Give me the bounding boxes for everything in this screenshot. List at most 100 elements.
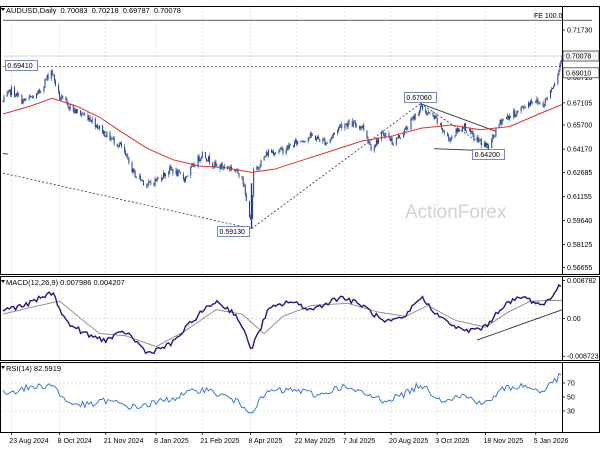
candle-body bbox=[366, 130, 368, 139]
panel-frame-3 bbox=[0, 362, 600, 433]
price-tick-label: 0.61155 bbox=[567, 194, 592, 201]
candle-body bbox=[432, 112, 434, 116]
candle-body bbox=[117, 145, 119, 147]
candle-body bbox=[2, 100, 4, 102]
candle-body bbox=[106, 131, 108, 138]
candle-body bbox=[162, 172, 164, 179]
x-tick-label: 8 Jan 2025 bbox=[154, 438, 189, 445]
candle-body bbox=[214, 161, 216, 167]
candle-body bbox=[517, 111, 519, 112]
candle-body bbox=[248, 200, 250, 217]
candle-body bbox=[109, 131, 111, 140]
candle-body bbox=[238, 173, 240, 177]
candle-body bbox=[150, 182, 152, 184]
trendline bbox=[420, 103, 497, 132]
candle-body bbox=[128, 157, 130, 163]
candle-body bbox=[32, 96, 34, 99]
candle-body bbox=[505, 117, 507, 120]
candle-body bbox=[469, 129, 471, 132]
candle-body bbox=[44, 79, 46, 87]
candle-body bbox=[527, 102, 529, 108]
candle-body bbox=[318, 136, 320, 140]
trendline bbox=[2, 152, 9, 155]
candle-body bbox=[433, 115, 435, 119]
macd-trendline bbox=[476, 309, 563, 341]
candle-body bbox=[560, 60, 562, 65]
header-arrow-icon bbox=[1, 8, 5, 11]
candle-body bbox=[191, 165, 193, 168]
candle-body bbox=[309, 133, 311, 138]
candle-body bbox=[113, 137, 115, 144]
candle-body bbox=[207, 160, 209, 162]
candle-body bbox=[522, 106, 524, 108]
candle-body bbox=[466, 131, 468, 132]
candle-body bbox=[169, 166, 171, 173]
candle-body bbox=[417, 113, 419, 115]
candle-body bbox=[425, 109, 427, 113]
candle-body bbox=[157, 177, 159, 179]
candle-body bbox=[341, 124, 343, 129]
candle-body bbox=[515, 115, 517, 117]
candle-body bbox=[212, 162, 214, 167]
candle-body bbox=[558, 70, 560, 76]
candle-body bbox=[392, 143, 394, 145]
candle-body bbox=[330, 137, 332, 140]
candle-body bbox=[16, 93, 18, 97]
candle-body bbox=[360, 126, 362, 129]
candle-body bbox=[303, 140, 305, 142]
candle-body bbox=[87, 114, 89, 120]
candle-body bbox=[17, 93, 19, 95]
fibo-extension-label: FE 100.0 bbox=[534, 13, 563, 20]
candle-body bbox=[338, 127, 340, 131]
candle-body bbox=[485, 143, 487, 147]
candle-body bbox=[118, 144, 120, 146]
candle-body bbox=[47, 75, 49, 79]
candle-body bbox=[439, 123, 441, 124]
candle-body bbox=[499, 119, 501, 125]
candle-body bbox=[256, 167, 258, 170]
candle-body bbox=[289, 145, 291, 146]
candle-body bbox=[383, 132, 385, 136]
candle-body bbox=[337, 130, 339, 134]
candle-body bbox=[377, 139, 379, 144]
candle-body bbox=[280, 147, 282, 150]
candle-body bbox=[175, 170, 177, 174]
trendline bbox=[251, 103, 421, 229]
candle-body bbox=[373, 147, 375, 151]
x-tick-label: 20 Aug 2025 bbox=[389, 438, 428, 445]
candle-body bbox=[94, 118, 96, 128]
candle-body bbox=[544, 99, 546, 106]
candle-body bbox=[75, 109, 77, 114]
candle-body bbox=[347, 122, 349, 127]
candle-body bbox=[258, 167, 260, 169]
macd-tick-label: 0.008782 bbox=[567, 278, 596, 285]
price-tick-label: 0.68715 bbox=[567, 75, 592, 82]
candle-body bbox=[310, 133, 312, 136]
candle-body bbox=[385, 133, 387, 137]
candle-body bbox=[279, 149, 281, 152]
candle-body bbox=[301, 141, 303, 142]
candle-body bbox=[323, 138, 325, 140]
x-axis: 23 Aug 2024 8 Oct 2024 21 Nov 2024 8 Jan 20… bbox=[9, 432, 569, 445]
x-tick-label: 18 Nov 2025 bbox=[483, 438, 523, 445]
swing-label-box bbox=[5, 60, 38, 71]
candle-body bbox=[461, 127, 463, 132]
candle-body bbox=[294, 141, 296, 147]
candle-body bbox=[374, 144, 376, 148]
candle-body bbox=[281, 147, 283, 149]
candle-body bbox=[363, 125, 365, 131]
candle-body bbox=[220, 163, 222, 169]
candle-body bbox=[250, 216, 252, 220]
candle-body bbox=[72, 104, 74, 112]
candle-body bbox=[24, 98, 26, 101]
candle-body bbox=[304, 141, 306, 143]
ma-value-label: 0.69010 bbox=[566, 70, 591, 77]
candle-body bbox=[351, 120, 353, 127]
candle-body bbox=[508, 115, 510, 120]
candle-body bbox=[171, 168, 173, 170]
candle-body bbox=[422, 105, 424, 110]
candle-body bbox=[242, 177, 244, 185]
candle-body bbox=[58, 85, 60, 92]
candle-body bbox=[325, 143, 327, 145]
candle-body bbox=[317, 136, 319, 139]
